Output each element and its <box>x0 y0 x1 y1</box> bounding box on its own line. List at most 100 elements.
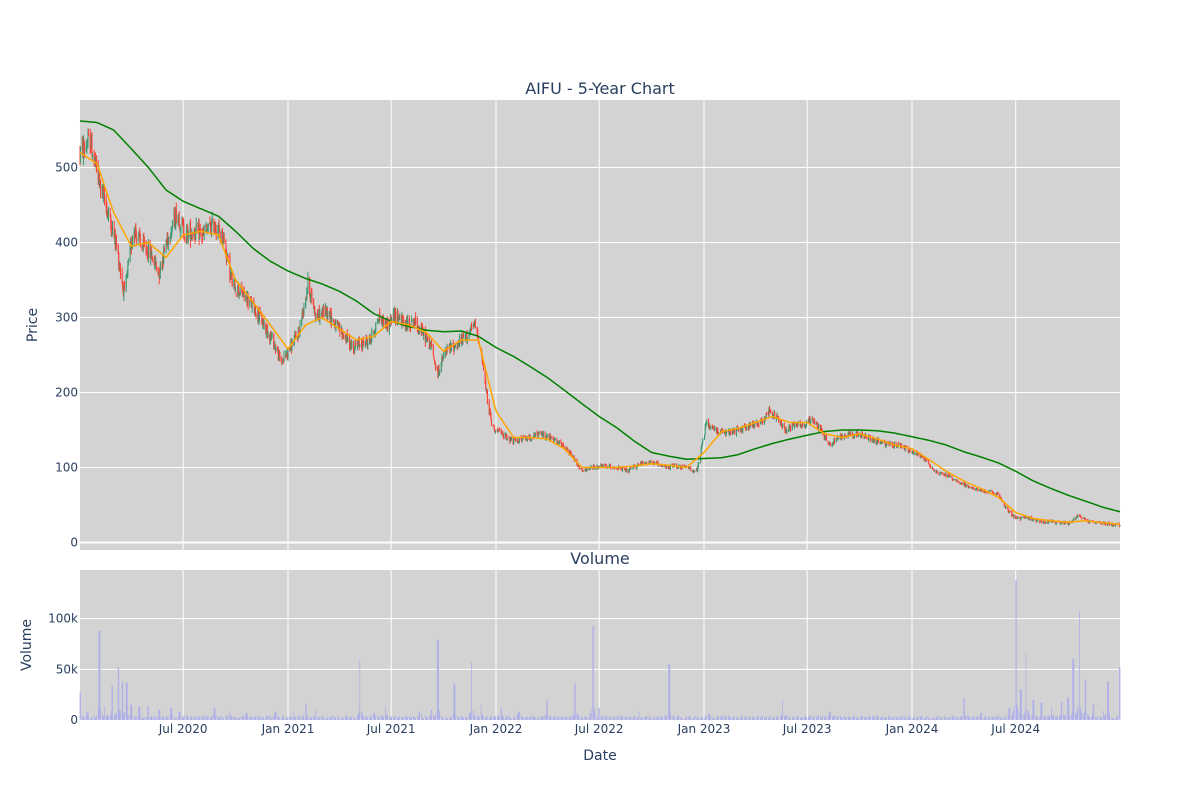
candle <box>322 303 324 317</box>
volume-bar <box>402 717 404 720</box>
volume-bar <box>672 715 674 720</box>
volume-bar <box>438 710 440 720</box>
volume-bar <box>295 716 296 720</box>
candle <box>932 468 934 470</box>
candle <box>335 318 337 333</box>
volume-bar <box>329 717 330 720</box>
candle <box>104 187 106 206</box>
candle <box>879 441 881 445</box>
volume-bar <box>138 706 140 720</box>
volume-bar <box>817 715 819 720</box>
candle <box>977 489 979 492</box>
candle <box>266 324 268 333</box>
volume-bar <box>937 715 939 720</box>
volume-bar <box>710 715 712 720</box>
candle <box>167 232 169 249</box>
candle <box>434 360 436 366</box>
candle <box>933 468 935 472</box>
candle <box>505 433 507 439</box>
volume-bar <box>443 719 444 720</box>
candle <box>656 460 658 464</box>
candle <box>704 434 706 440</box>
volume-bar <box>227 717 228 720</box>
volume-bar <box>553 715 555 720</box>
candle <box>169 236 171 245</box>
candle <box>813 419 815 424</box>
volume-bar <box>646 716 648 720</box>
volume-bar <box>1101 717 1103 720</box>
candle <box>394 307 396 318</box>
volume-bar <box>215 714 217 720</box>
volume-bar <box>541 716 542 720</box>
volume-bar <box>221 716 223 720</box>
candle <box>925 459 927 463</box>
volume-bar <box>1059 715 1061 720</box>
volume-bar <box>837 715 839 720</box>
volume-bar <box>701 716 703 720</box>
volume-bar <box>464 717 466 720</box>
volume-bar <box>864 718 866 720</box>
volume-bar <box>214 707 215 720</box>
volume-bar <box>130 704 132 720</box>
volume-bar <box>911 718 913 720</box>
candle <box>178 211 180 228</box>
candle <box>1047 521 1049 524</box>
candle <box>802 422 804 428</box>
candle <box>329 307 331 324</box>
volume-bar <box>478 716 480 720</box>
candle <box>166 238 168 245</box>
candle <box>123 280 125 291</box>
volume-bar <box>856 718 858 720</box>
volume-bar <box>601 717 602 720</box>
candle <box>1012 515 1014 519</box>
candle <box>235 286 237 292</box>
volume-bar <box>936 717 937 720</box>
candle <box>266 324 268 339</box>
volume-bar <box>1007 717 1009 720</box>
volume-bar <box>434 718 435 720</box>
candle <box>790 425 792 432</box>
volume-bar <box>302 715 304 720</box>
volume-bar <box>390 716 392 720</box>
volume-bar <box>822 715 823 720</box>
volume-bar <box>640 716 642 720</box>
candle <box>876 441 878 446</box>
volume-bar <box>656 716 658 720</box>
volume-bar <box>437 639 439 720</box>
volume-bar <box>1027 710 1029 720</box>
candle <box>428 334 430 350</box>
candle <box>739 427 741 432</box>
candle <box>517 439 519 444</box>
volume-bar <box>83 716 84 720</box>
candle <box>415 312 417 326</box>
candle <box>959 483 961 485</box>
volume-bar <box>217 716 219 720</box>
candle <box>247 290 249 306</box>
volume-bar <box>554 716 556 720</box>
volume-bar <box>669 711 671 720</box>
volume-bar <box>237 716 239 720</box>
volume-bar <box>1083 716 1084 720</box>
candle <box>967 484 969 487</box>
volume-bar <box>432 714 434 720</box>
volume-bar <box>721 715 723 720</box>
candle <box>652 461 654 464</box>
volume-bar <box>1087 714 1089 720</box>
volume-bar <box>397 718 399 720</box>
candle <box>963 481 965 485</box>
volume-bar <box>450 718 451 720</box>
volume-bar <box>609 718 610 720</box>
volume-bar <box>589 717 590 720</box>
volume-bar <box>361 711 362 720</box>
volume-bar <box>537 718 539 720</box>
volume-bar <box>885 718 887 720</box>
volume-bar <box>665 715 667 720</box>
candle <box>142 244 144 249</box>
volume-bar <box>562 717 564 720</box>
volume-bar <box>345 715 346 720</box>
date-x-tick-label: Jul 2021 <box>366 722 416 736</box>
volume-bar <box>263 716 264 720</box>
volume-bar <box>302 714 304 720</box>
candle <box>305 297 307 309</box>
volume-bar <box>1001 718 1002 720</box>
